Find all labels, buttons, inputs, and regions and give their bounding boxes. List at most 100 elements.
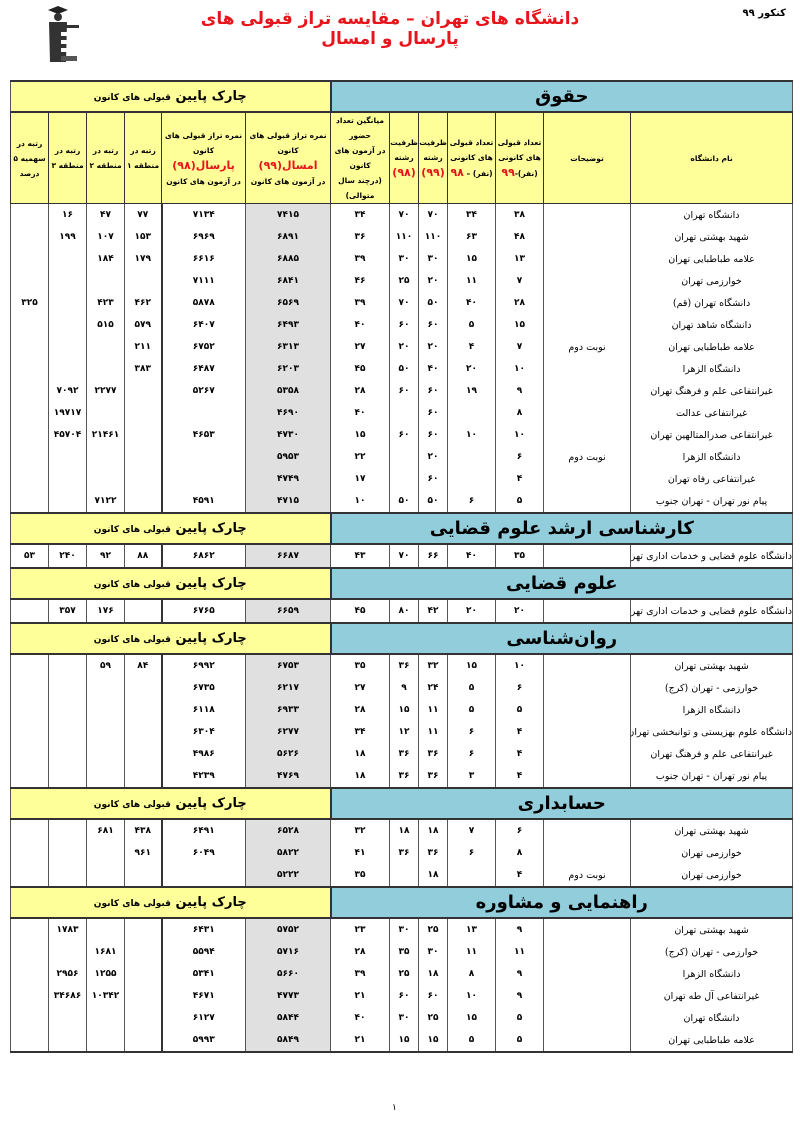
cell-r1: ۳۸۳ <box>124 358 163 380</box>
cell-acc98: ۳ <box>447 765 497 789</box>
cell-acc99: ۴ <box>495 721 545 743</box>
column-header-part: سهمیه ۵ <box>13 153 46 163</box>
cell-r1: ۴۶۲ <box>124 292 163 314</box>
cell-acc98: ۱۳ <box>447 918 497 941</box>
cell-name: پیام نور تهران - تهران جنوب <box>630 765 794 789</box>
table-row: غیرانتفاعی علم و فرهنگ تهران ۹ ۱۹ ۶۰ ۶۰ ۲۸ ۵۳۵… <box>9 380 794 402</box>
column-headers: نام دانشگاه توضیحات تعداد قبولی های کانونی(… <box>9 111 794 204</box>
cell-cap99: ۶۰ <box>418 314 449 336</box>
cell-r1 <box>124 380 163 402</box>
cell-r3: ۴۵۷۰۴ <box>48 424 88 446</box>
cell-r3 <box>48 654 88 677</box>
lower-quartile-big: چارک پایین <box>175 895 247 910</box>
kanoon-logo-icon <box>48 6 79 62</box>
page-number: ۱ <box>392 1103 397 1113</box>
cell-score99: ۶۵۶۹ <box>245 292 332 314</box>
cell-acc99: ۱۰ <box>495 654 545 677</box>
cell-avg: ۴۵ <box>330 358 391 380</box>
section-header: علوم قضایی چارک پایین قبولی های کانون <box>9 567 794 600</box>
lower-quartile-label: چارک پایین قبولی های کانون <box>9 886 332 919</box>
cell-avg: ۴۶ <box>330 270 391 292</box>
cell-quota <box>9 490 50 514</box>
cell-name: دانشگاه علوم قضایی و خدمات اداری تهران <box>630 599 794 624</box>
cell-r2: ۷۱۲۲ <box>86 490 126 514</box>
cell-r3 <box>48 941 88 963</box>
cell-cap99: ۶۰ <box>418 468 449 490</box>
column-header-part: ظرفیت <box>390 138 418 147</box>
cell-avg: ۳۴ <box>330 721 391 743</box>
column-header-part: رشته <box>423 153 443 162</box>
cell-r1 <box>124 490 163 514</box>
column-header-part: ۹۹ <box>501 166 515 179</box>
cell-score98: ۵۸۷۸ <box>160 292 247 314</box>
column-header-part: تعداد قبولی <box>449 138 494 147</box>
cell-r2: ۱۷۶ <box>86 599 126 624</box>
table-row: خوارزمی - تهران (کرج) ۱۱ ۱۱ ۳۰ ۳۵ ۲۸ ۵۷۱۶ ۵۵۹۴ ۱… <box>9 941 794 963</box>
table-row: خوارزمی تهران نوبت دوم ۴ ۱۸ ۳۵ ۵۲۲۲ <box>9 864 794 888</box>
cell-r1 <box>124 1029 163 1053</box>
cell-cap98: ۲۰ <box>389 336 420 358</box>
cell-r1: ۲۱۱ <box>124 336 163 358</box>
cell-r2 <box>86 1007 126 1029</box>
table-row: علامه طباطبایی تهران نوبت دوم ۷ ۴ ۲۰ ۲۰ ۲۷ ۶۳۱۳… <box>9 336 794 358</box>
cell-r1: ۵۷۹ <box>124 314 163 336</box>
cell-acc99: ۵ <box>495 1029 545 1053</box>
cell-cap98: ۳۵ <box>389 941 420 963</box>
table-row: خوارزمی - تهران (کرج) ۶ ۵ ۲۴ ۹ ۲۷ ۶۲۱۷ ۶۷۳۵ <box>9 677 794 699</box>
cell-notes <box>543 544 632 569</box>
cell-cap98: ۶۰ <box>389 985 420 1007</box>
cell-cap98: ۲۵ <box>389 963 420 985</box>
section-header: روان‌شناسی چارک پایین قبولی های کانون <box>9 622 794 655</box>
lower-quartile-small: قبولی های کانون <box>93 580 171 590</box>
lower-quartile-label: چارک پایین قبولی های کانون <box>9 80 332 113</box>
table-row: غیرانتفاعی آل طه تهران ۹ ۱۰ ۶۰ ۶۰ ۲۱ ۴۷۷۳ ۴۶۷۱ ۱… <box>9 985 794 1007</box>
column-header-cap99: ظرفیت رشته (۹۹) <box>418 111 449 204</box>
cell-name: دانشگاه شاهد تهران <box>630 314 794 336</box>
cell-r1: ۱۷۹ <box>124 248 163 270</box>
column-header-part: امسال(۹۹) <box>258 158 318 172</box>
cell-r2 <box>86 864 126 888</box>
column-header-score98: نمره تراز قبولی های کانون پارسال(۹۸) در آز… <box>161 111 247 204</box>
cell-quota: ۳۲۵ <box>9 292 50 314</box>
cell-name: دانشگاه الزهرا <box>630 446 794 468</box>
cell-name: خوارزمی تهران <box>630 864 794 888</box>
cell-avg: ۴۵ <box>330 599 391 624</box>
cell-quota <box>9 677 50 699</box>
cell-name: علامه طباطبایی تهران <box>630 248 794 270</box>
cell-r1: ۹۶۱ <box>124 842 163 864</box>
cell-cap99: ۶۰ <box>418 424 449 446</box>
section-title: حقوق <box>330 80 794 113</box>
lower-quartile-label: چارک پایین قبولی های کانون <box>9 567 332 600</box>
cell-r2 <box>86 677 126 699</box>
cell-cap99: ۱۱ <box>418 699 449 721</box>
cell-score98 <box>160 402 247 424</box>
cell-score99: ۵۶۶۰ <box>245 963 332 985</box>
cell-score99: ۶۸۹۱ <box>245 226 332 248</box>
cell-r1 <box>124 677 163 699</box>
cell-r2 <box>86 842 126 864</box>
cell-quota <box>9 1029 50 1053</box>
cell-cap98: ۲۵ <box>389 270 420 292</box>
cell-cap99: ۳۰ <box>418 248 449 270</box>
cell-name: خوارزمی تهران <box>630 270 794 292</box>
column-header-part: (نفر)- <box>514 169 538 178</box>
cell-cap98 <box>389 402 420 424</box>
column-header-acc99: تعداد قبولی های کانونی (نفر)-۹۹ <box>495 111 545 204</box>
cell-quota <box>9 468 50 490</box>
cell-quota <box>9 765 50 789</box>
table-row: دانشگاه تهران (قم) ۲۸ ۴۰ ۵۰ ۷۰ ۳۹ ۶۵۶۹ ۵۸۷۸ ۴۶۲ ۴… <box>9 292 794 314</box>
cell-avg: ۲۲ <box>330 446 391 468</box>
column-header-part: نمره تراز قبولی های کانون <box>164 130 243 155</box>
cell-acc99: ۴ <box>495 765 545 789</box>
cell-acc99: ۹ <box>495 918 545 941</box>
cell-r3: ۲۴۰ <box>48 544 88 569</box>
cell-notes <box>543 226 632 248</box>
lower-quartile-small: قبولی های کانون <box>93 800 171 810</box>
column-header-r3: رتبه در منطقه ۳ <box>48 111 88 204</box>
cell-cap98 <box>389 446 420 468</box>
cell-r3: ۱۶ <box>48 203 88 226</box>
cell-notes <box>543 380 632 402</box>
cell-r1: ۱۵۳ <box>124 226 163 248</box>
cell-notes <box>543 677 632 699</box>
cell-acc98: ۶ <box>447 490 497 514</box>
